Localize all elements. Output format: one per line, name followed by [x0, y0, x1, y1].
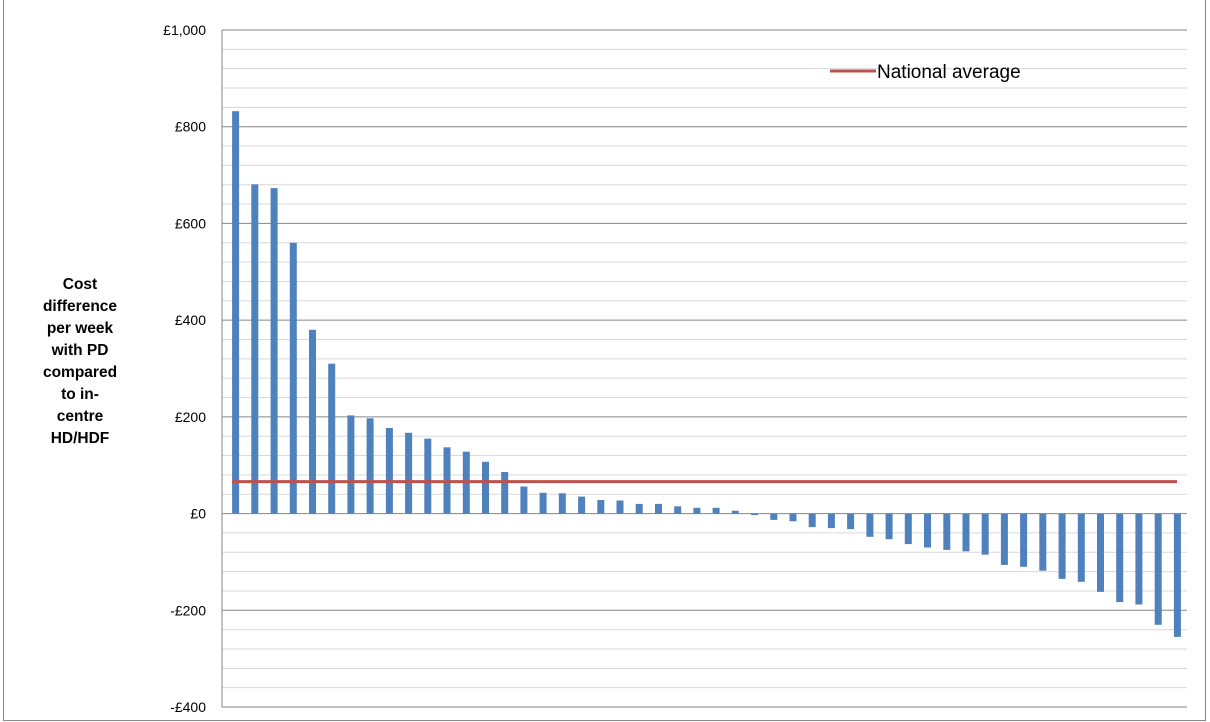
bar	[328, 363, 336, 514]
bar	[674, 506, 682, 514]
bar	[501, 472, 509, 514]
bar	[789, 513, 797, 522]
y-tick-label: £200	[175, 409, 206, 425]
bar	[424, 438, 432, 514]
bar	[385, 428, 393, 514]
chart-frame	[3, 0, 1206, 721]
y-axis-label-line: HD/HDF	[50, 430, 110, 447]
bar	[866, 513, 874, 537]
bar	[904, 513, 912, 545]
bar	[731, 510, 739, 514]
y-axis-label-line: per week	[46, 320, 114, 337]
bar	[578, 496, 586, 514]
bar	[1116, 513, 1124, 603]
legend-label: National average	[877, 62, 1021, 83]
bar	[520, 486, 528, 514]
minor-gridlines	[222, 48, 1187, 689]
y-tick-label: £400	[175, 312, 206, 328]
bar	[1154, 513, 1162, 625]
bar	[251, 184, 259, 514]
y-axis-label: Cost difference per week with PD compared to …	[40, 274, 120, 450]
y-tick-label: £1,000	[163, 22, 206, 38]
bar	[655, 503, 662, 514]
bar	[712, 507, 720, 514]
bar	[1097, 513, 1104, 592]
bar	[616, 500, 624, 514]
bar	[924, 513, 931, 548]
y-tick-labels: -£400 -£200 £0 £200 £400 £600 £800 £1,000	[163, 22, 206, 715]
bar	[597, 500, 605, 514]
bar	[539, 492, 547, 514]
bar	[289, 242, 297, 514]
y-axis-label-line: Cost	[62, 276, 98, 293]
bar	[405, 432, 413, 514]
bar	[751, 513, 758, 516]
y-tick-label: £600	[175, 215, 206, 231]
bar	[347, 415, 355, 514]
bar	[1000, 513, 1008, 565]
bar	[1039, 513, 1047, 571]
bar	[1077, 513, 1085, 582]
bar	[885, 513, 893, 540]
bar	[1058, 513, 1066, 579]
bar	[1020, 513, 1028, 567]
bar	[366, 418, 374, 514]
bar	[482, 461, 489, 514]
bar	[309, 329, 316, 514]
bar	[558, 493, 566, 514]
bar	[962, 513, 970, 552]
bar	[808, 513, 816, 528]
bar	[770, 513, 778, 520]
bar	[1173, 513, 1181, 637]
y-axis-label-line: to in-centre	[56, 386, 104, 425]
legend: National average	[830, 62, 1021, 83]
bar	[693, 507, 701, 514]
bar	[827, 513, 835, 529]
bar	[847, 513, 855, 530]
bar	[981, 513, 989, 555]
bar	[943, 513, 951, 550]
bar	[232, 111, 240, 514]
y-tick-label: -£400	[170, 699, 206, 715]
y-axis-label-line: compared	[42, 364, 118, 381]
major-gridlines	[221, 29, 1187, 708]
bar	[270, 188, 278, 514]
y-axis-label-line: with PD	[51, 342, 109, 359]
bar	[1135, 513, 1143, 605]
bar	[635, 503, 643, 514]
bars	[232, 111, 1181, 637]
y-tick-label: £0	[190, 506, 206, 522]
y-tick-label: £800	[175, 119, 206, 135]
y-tick-label: -£200	[170, 602, 206, 618]
y-axis-label-line: difference	[42, 298, 118, 315]
